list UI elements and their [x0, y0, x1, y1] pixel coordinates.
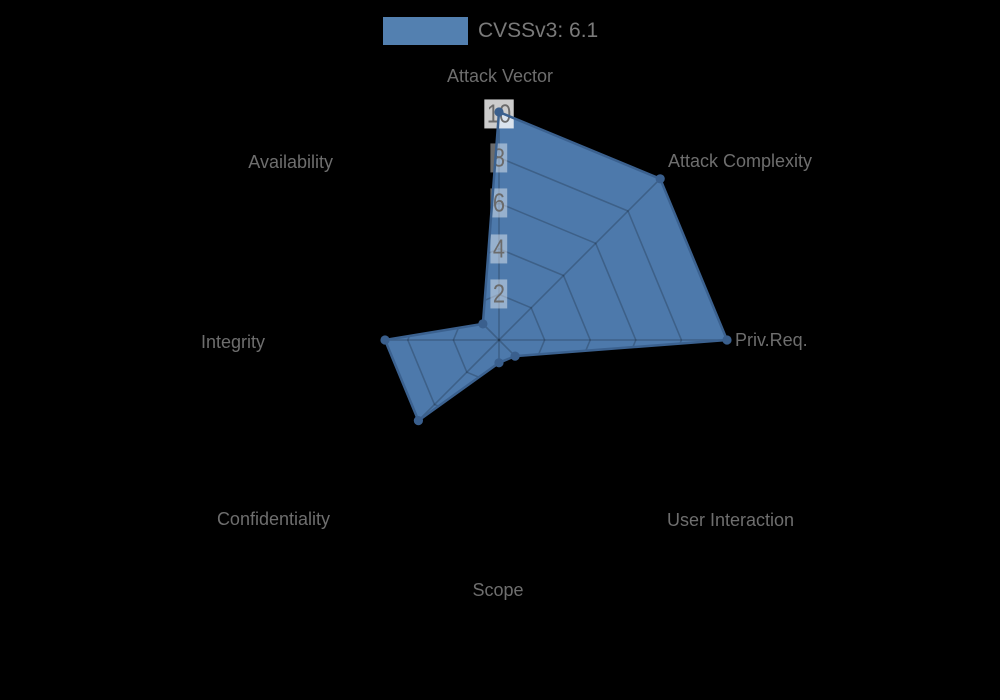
- axis-label-confidentiality: Confidentiality: [217, 510, 330, 530]
- axis-label-integrity: Integrity: [201, 333, 265, 353]
- axis-label-scope: Scope: [472, 581, 523, 601]
- radial-tick-6: 6: [490, 188, 507, 217]
- axis-label-priv-req: Priv.Req.: [735, 331, 808, 351]
- axis-label-attack-vector: Attack Vector: [447, 67, 553, 87]
- cvss-radar-chart: 2 4 6 8 10 Attack Vector Attack Complexi…: [0, 0, 1000, 700]
- axis-label-attack-complexity: Attack Complexity: [668, 152, 812, 172]
- chart-legend: CVSSv3: 6.1: [0, 0, 1000, 60]
- axis-label-availability: Availability: [248, 153, 333, 173]
- legend-swatch[interactable]: [383, 17, 468, 45]
- legend-label[interactable]: CVSSv3: 6.1: [478, 19, 598, 43]
- radial-tick-4: 4: [490, 234, 507, 263]
- radial-tick-8: 8: [490, 143, 507, 172]
- axis-label-user-interaction: User Interaction: [667, 511, 794, 531]
- radial-tick-10: 10: [484, 99, 513, 128]
- radial-tick-2: 2: [490, 279, 507, 308]
